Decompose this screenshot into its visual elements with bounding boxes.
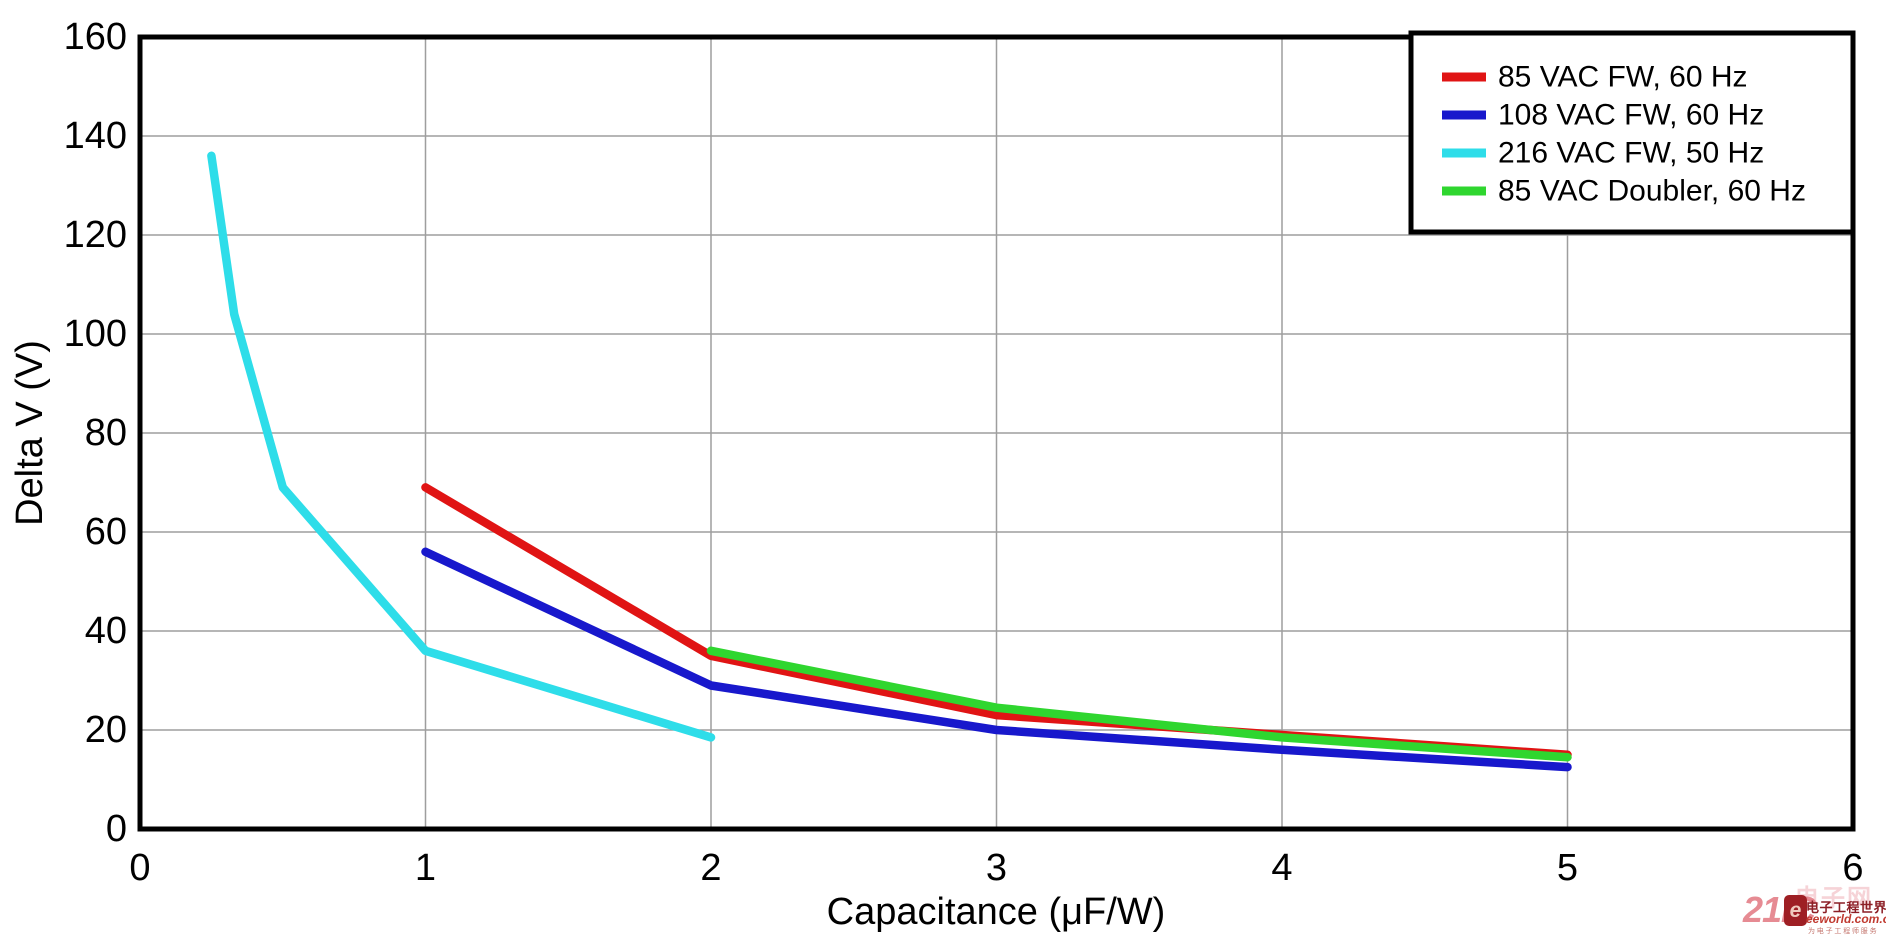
x-axis-title: Capacitance (μF/W): [827, 891, 1166, 933]
eeworld-logo-glyph: e: [1789, 898, 1802, 922]
series-line-2: [207, 151, 716, 742]
y-tick-label-0: 0: [106, 808, 127, 850]
legend-box: [1408, 30, 1856, 235]
x-tick-label-4: 4: [1271, 847, 1292, 889]
legend-label-2: 216 VAC FW, 50 Hz: [1498, 137, 1764, 170]
x-tick-label-1: 1: [415, 847, 436, 889]
plot-border: [137, 34, 1856, 832]
eeworld-logo: e: [1784, 895, 1807, 926]
y-tick-label-120: 120: [64, 214, 127, 256]
watermark-faint-text: 电子网: [1795, 885, 1873, 912]
x-axis-tick-labels: 0 1 2 3 4 5 6: [129, 847, 1863, 889]
y-tick-label-20: 20: [85, 709, 127, 751]
x-tick-label-3: 3: [986, 847, 1007, 889]
watermark-tagline: 为电子工程师服务: [1808, 928, 1879, 935]
series-line-1: [421, 547, 1572, 772]
legend-items: 85 VAC FW, 60 Hz 108 VAC FW, 60 Hz 216 VAC…: [1442, 61, 1806, 208]
watermark: 电子网 21IC e 电子工程世界 eeworld.com.cn 为电子工程师服…: [1738, 878, 1886, 937]
y-tick-label-80: 80: [85, 412, 127, 454]
series-line-3: [706, 646, 1572, 762]
legend-label-1: 108 VAC FW, 60 Hz: [1498, 99, 1764, 132]
y-tick-label-160: 160: [64, 16, 127, 58]
y-tick-label-40: 40: [85, 610, 127, 652]
legend-label-3: 85 VAC Doubler, 60 Hz: [1498, 175, 1806, 208]
y-axis-title: Delta V (V): [9, 340, 51, 526]
watermark-site-url: eeworld.com.cn: [1806, 912, 1886, 926]
x-tick-label-0: 0: [129, 847, 150, 889]
y-tick-label-60: 60: [85, 511, 127, 553]
x-tick-label-5: 5: [1557, 847, 1578, 889]
watermark-site-name: 电子工程世界: [1806, 900, 1886, 915]
series-lines: [207, 151, 1572, 772]
x-tick-label-6: 6: [1842, 847, 1863, 889]
legend: 85 VAC FW, 60 Hz 108 VAC FW, 60 Hz 216 VAC…: [1408, 30, 1856, 235]
y-tick-label-100: 100: [64, 313, 127, 355]
y-tick-label-140: 140: [64, 115, 127, 157]
x-tick-label-2: 2: [700, 847, 721, 889]
legend-label-0: 85 VAC FW, 60 Hz: [1498, 61, 1748, 94]
y-axis-tick-labels: 0 20 40 60 80 100 120 140 160: [64, 16, 127, 850]
